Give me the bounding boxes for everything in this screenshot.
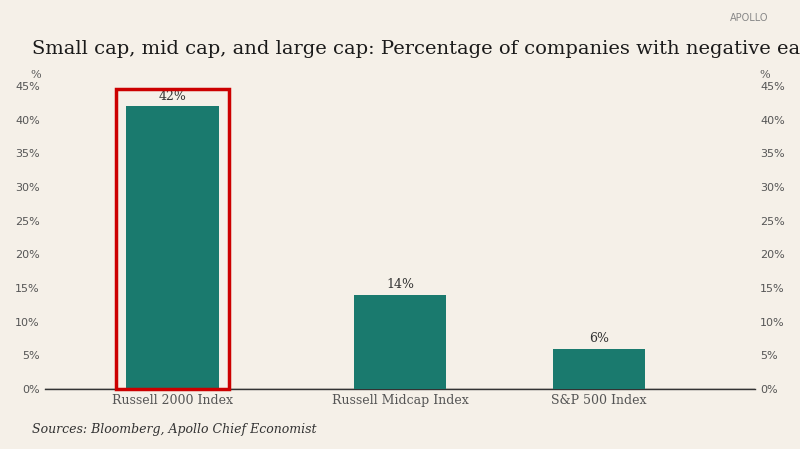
Text: 42%: 42% [158, 90, 186, 103]
Bar [553, 349, 646, 389]
Text: APOLLO: APOLLO [730, 13, 768, 23]
Bar [126, 106, 218, 389]
Text: 6%: 6% [589, 332, 609, 345]
Text: %: % [759, 70, 770, 80]
Text: 14%: 14% [386, 278, 414, 291]
Bar [116, 89, 230, 389]
Text: %: % [30, 70, 41, 80]
Bar [354, 295, 446, 389]
Text: Sources: Bloomberg, Apollo Chief Economist: Sources: Bloomberg, Apollo Chief Economi… [32, 423, 317, 436]
Text: Small cap, mid cap, and large cap: Percentage of companies with negative earning: Small cap, mid cap, and large cap: Perce… [32, 40, 800, 58]
